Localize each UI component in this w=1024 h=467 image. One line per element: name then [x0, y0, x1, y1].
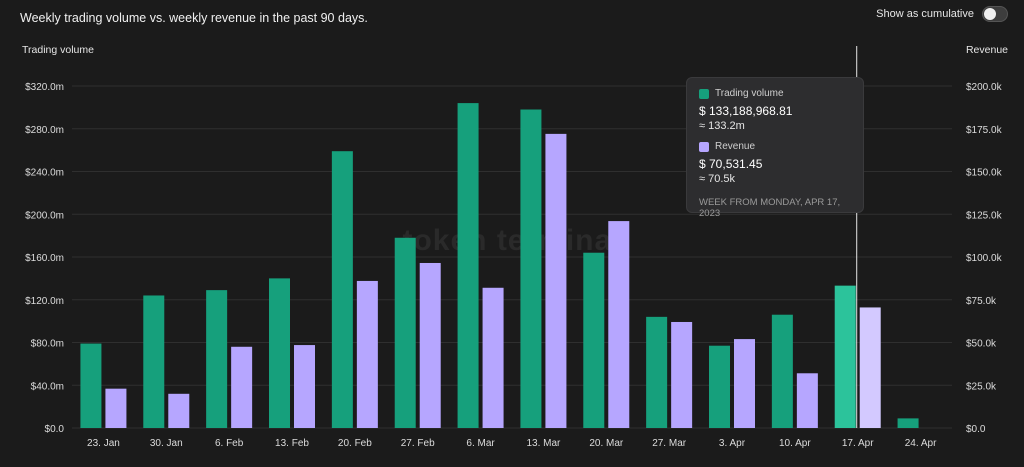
x-axis-ticks: 23. Jan 30. Jan 6. Feb 13. Feb 20. Feb 27. Fe…	[87, 438, 937, 449]
bar-revenue-27-feb[interactable]	[419, 262, 441, 428]
x-tick-label: 23. Jan	[87, 438, 120, 449]
tooltip-series2-value: $ 70,531.45	[699, 157, 763, 171]
tooltip-series1-header: Trading volume	[699, 88, 851, 99]
tooltip-series1-approx: ≈ 133.2m	[699, 120, 745, 132]
cumulative-toggle[interactable]	[982, 6, 1008, 22]
y-right-tick-label: $175.0k	[966, 125, 1003, 136]
bar-volume-24-apr[interactable]	[897, 418, 919, 428]
bar-volume-20-mar[interactable]	[583, 252, 605, 428]
chart-title: Weekly trading volume vs. weekly revenue…	[20, 11, 368, 25]
bar-volume-13-mar[interactable]	[520, 109, 542, 428]
bar-volume-10-apr[interactable]	[771, 314, 793, 428]
cumulative-toggle-label: Show as cumulative	[876, 8, 974, 20]
bar-revenue-20-mar[interactable]	[608, 221, 630, 428]
bar-volume-23-jan[interactable]	[80, 343, 102, 428]
bar-volume-20-feb[interactable]	[331, 151, 353, 428]
bar-volume-6-feb[interactable]	[206, 290, 228, 428]
volume-swatch-icon	[699, 88, 709, 99]
bar-revenue-13-feb[interactable]	[294, 345, 315, 428]
bar-revenue-10-apr[interactable]	[796, 373, 818, 428]
tooltip-series1-label: Trading volume	[715, 88, 784, 99]
bar-volume-30-jan[interactable]	[143, 295, 165, 428]
x-tick-label: 13. Feb	[275, 438, 309, 449]
x-tick-label: 27. Mar	[652, 438, 687, 449]
y-right-tick-label: $150.0k	[966, 168, 1003, 179]
x-tick-label: 20. Feb	[338, 438, 372, 449]
x-tick-label: 13. Mar	[526, 438, 561, 449]
bar-revenue-6-mar[interactable]	[482, 287, 504, 428]
y-left-tick-label: $200.0m	[25, 210, 64, 221]
y-right-tick-label: $50.0k	[966, 339, 997, 350]
x-tick-label: 6. Mar	[466, 438, 495, 449]
y-axis-left-title: Trading volume	[22, 44, 94, 56]
y-left-tick-label: $0.0	[45, 424, 65, 435]
bar-volume-27-mar[interactable]	[646, 316, 668, 428]
x-tick-label: 20. Mar	[589, 438, 624, 449]
revenue-swatch-icon	[699, 141, 709, 152]
x-tick-label: 10. Apr	[779, 438, 811, 449]
bar-volume-6-mar[interactable]	[457, 103, 479, 428]
y-right-tick-label: $200.0k	[966, 82, 1003, 93]
toggle-knob-icon	[984, 8, 996, 20]
x-tick-label: 17. Apr	[842, 438, 874, 449]
bar-revenue-20-feb[interactable]	[356, 280, 378, 428]
tooltip: Trading volume $ 133,188,968.81 ≈ 133.2m…	[686, 77, 864, 219]
x-tick-label: 27. Feb	[401, 438, 435, 449]
bar-revenue-3-apr[interactable]	[734, 339, 755, 428]
y-left-tick-label: $40.0m	[31, 381, 64, 392]
tooltip-series2-approx: ≈ 70.5k	[699, 173, 736, 185]
y-right-tick-label: $125.0k	[966, 210, 1003, 221]
bar-volume-27-feb[interactable]	[394, 237, 416, 428]
y-left-tick-label: $280.0m	[25, 125, 64, 136]
tooltip-series2-header: Revenue	[699, 141, 851, 152]
y-right-tick-label: $75.0k	[966, 296, 997, 307]
y-right-tick-label: $0.0	[966, 424, 986, 435]
y-axis-right-ticks: $0.0 $25.0k $50.0k $75.0k $100.0k $125.0k $150…	[966, 82, 1003, 435]
y-left-tick-label: $160.0m	[25, 253, 64, 264]
y-left-tick-label: $240.0m	[25, 168, 64, 179]
x-tick-label: 6. Feb	[215, 438, 244, 449]
tooltip-series2-label: Revenue	[715, 141, 756, 152]
x-tick-label: 30. Jan	[150, 438, 183, 449]
bar-revenue-27-mar[interactable]	[671, 321, 693, 428]
x-tick-label: 3. Apr	[719, 438, 746, 449]
y-right-tick-label: $25.0k	[966, 381, 997, 392]
bar-revenue-6-feb[interactable]	[231, 346, 253, 428]
bar-revenue-17-apr[interactable]	[859, 307, 881, 428]
y-right-tick-label: $100.0k	[966, 253, 1003, 264]
tooltip-series1-value: $ 133,188,968.81	[699, 104, 793, 118]
bar-volume-3-apr[interactable]	[709, 345, 730, 428]
y-axis-right-title: Revenue	[965, 44, 1008, 56]
cumulative-toggle-group: Show as cumulative	[876, 6, 1008, 22]
bar-volume-17-apr[interactable]	[834, 285, 856, 428]
bar-revenue-13-mar[interactable]	[545, 133, 567, 428]
bar-revenue-23-jan[interactable]	[105, 388, 127, 428]
y-left-tick-label: $320.0m	[25, 82, 64, 93]
bars	[80, 103, 919, 428]
y-left-tick-label: $80.0m	[31, 339, 64, 350]
y-left-tick-label: $120.0m	[25, 296, 64, 307]
bar-revenue-30-jan[interactable]	[168, 393, 190, 428]
y-axis-left-ticks: $0.0 $40.0m $80.0m $120.0m $160.0m $200.0m $24…	[25, 82, 64, 435]
tooltip-week: WEEK FROM MONDAY, APR 17, 2023	[699, 197, 841, 219]
x-tick-label: 24. Apr	[905, 438, 937, 449]
watermark: token terminal	[402, 224, 621, 257]
bar-volume-13-feb[interactable]	[269, 278, 290, 428]
